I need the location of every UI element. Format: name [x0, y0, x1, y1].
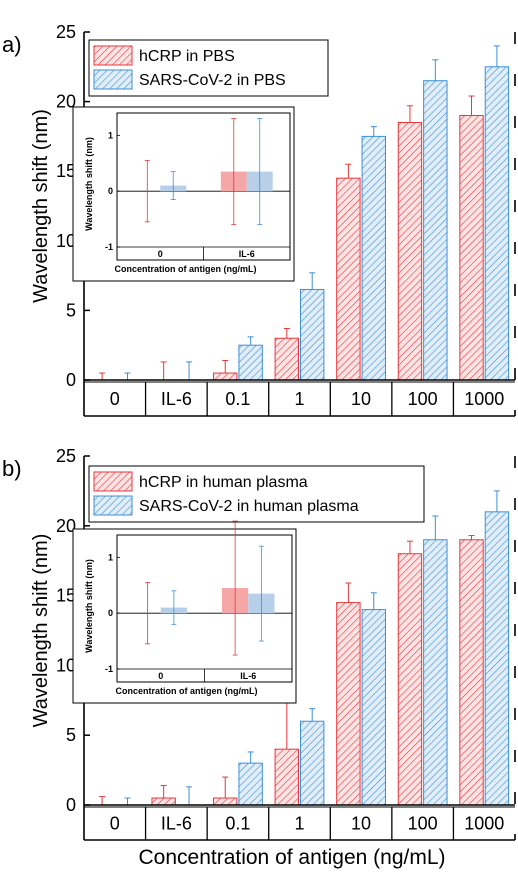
y-tick-label: 5	[66, 725, 76, 745]
legend-label: hCRP in human plasma	[139, 474, 308, 491]
bar-blue-5	[423, 80, 448, 381]
x-category-label: IL-6	[161, 389, 192, 409]
inset-category-label: IL-6	[239, 249, 255, 259]
legend-label: SARS-CoV-2 in human plasma	[139, 498, 359, 515]
x-category-label: 10	[351, 814, 371, 834]
bar-blue-3	[300, 289, 325, 381]
panel-letter: a)	[2, 32, 22, 57]
bar-red-2	[213, 797, 238, 806]
y-tick-label: 25	[56, 446, 76, 466]
panel-letter: b)	[2, 456, 22, 481]
y-tick-label: 15	[56, 161, 76, 181]
bar-blue-2	[238, 344, 263, 381]
legend-label: SARS-CoV-2 in PBS	[139, 72, 286, 89]
inset-frame	[72, 106, 295, 282]
inset-y-axis-label: Wavelength shift (nm)	[84, 137, 94, 231]
inset-chart: -1 0 1 0 IL-6 Concentration of antigen (ng/mL…	[72, 106, 295, 282]
bar-red-1	[151, 797, 176, 806]
inset-x-axis-label: Concentration of antigen (ng/mL)	[115, 264, 257, 274]
y-tick-label: 0	[66, 795, 76, 815]
inset-category-label: 0	[158, 249, 163, 259]
bar-blue-4	[361, 135, 386, 381]
bar-blue-6	[484, 66, 510, 381]
x-category-label: 0.1	[225, 389, 250, 409]
bar-blue-4	[361, 609, 386, 806]
inset-frame	[72, 528, 297, 704]
y-tick-label: 10	[56, 655, 76, 675]
inset-y-tick-label: 1	[108, 130, 113, 140]
bar-red-4	[336, 177, 361, 381]
legend-swatch	[93, 471, 133, 492]
x-category-label: 1	[294, 389, 304, 409]
bar-red-5	[397, 553, 423, 806]
legend-swatch	[93, 69, 133, 90]
bar-red-6	[459, 115, 484, 381]
bar-blue-2	[238, 762, 263, 806]
inset-category-label: IL-6	[240, 671, 256, 681]
y-tick-label: 25	[56, 22, 76, 42]
bar-blue-5	[423, 539, 448, 806]
y-axis-label: Wavelength shift (nm)	[30, 534, 52, 728]
x-category-label: 0	[110, 814, 120, 834]
inset-y-tick-label: -1	[105, 242, 113, 252]
y-tick-label: 20	[56, 516, 76, 536]
y-tick-label: 5	[66, 300, 76, 320]
inset-y-axis-label: Wavelength shift (nm)	[84, 559, 94, 653]
y-tick-label: 20	[56, 92, 76, 112]
legend-swatch	[93, 45, 133, 66]
bar-red-2	[213, 372, 238, 381]
legend-swatch	[93, 495, 133, 516]
x-category-label: 100	[408, 814, 438, 834]
bar-red-3	[274, 748, 299, 806]
inset-chart: -1 0 1 0 IL-6 Concentration of antigen (ng/mL…	[72, 520, 297, 704]
bar-blue-3	[300, 720, 325, 806]
x-category-label: 10	[351, 389, 371, 409]
y-axis-label: Wavelength shift (nm)	[30, 109, 52, 303]
x-category-label: 0.1	[225, 814, 250, 834]
inset-y-tick-label: -1	[105, 664, 113, 674]
inset-y-tick-label: 0	[108, 186, 113, 196]
x-category-label: 1000	[464, 389, 504, 409]
legend-box	[88, 465, 425, 523]
inset-y-tick-label: 0	[108, 608, 113, 618]
inset-x-axis-label: Concentration of antigen (ng/mL)	[116, 686, 258, 696]
bar-red-6	[459, 539, 484, 806]
y-tick-label: 0	[66, 370, 76, 390]
x-category-label: 1	[294, 814, 304, 834]
x-category-label: 100	[408, 389, 438, 409]
bar-red-5	[397, 121, 423, 381]
bar-red-4	[336, 602, 361, 806]
bar-red-3	[274, 337, 299, 381]
legend-label: hCRP in PBS	[139, 48, 235, 65]
x-category-label: 1000	[464, 814, 504, 834]
figure-x-axis-label: Concentration of antigen (ng/mL)	[138, 846, 445, 869]
inset-y-tick-label: 1	[108, 552, 113, 562]
x-category-label: IL-6	[161, 814, 192, 834]
inset-category-label: 0	[158, 671, 163, 681]
bar-blue-6	[484, 511, 510, 806]
y-tick-label: 10	[56, 231, 76, 251]
x-category-label: 0	[110, 389, 120, 409]
y-tick-label: 15	[56, 586, 76, 606]
